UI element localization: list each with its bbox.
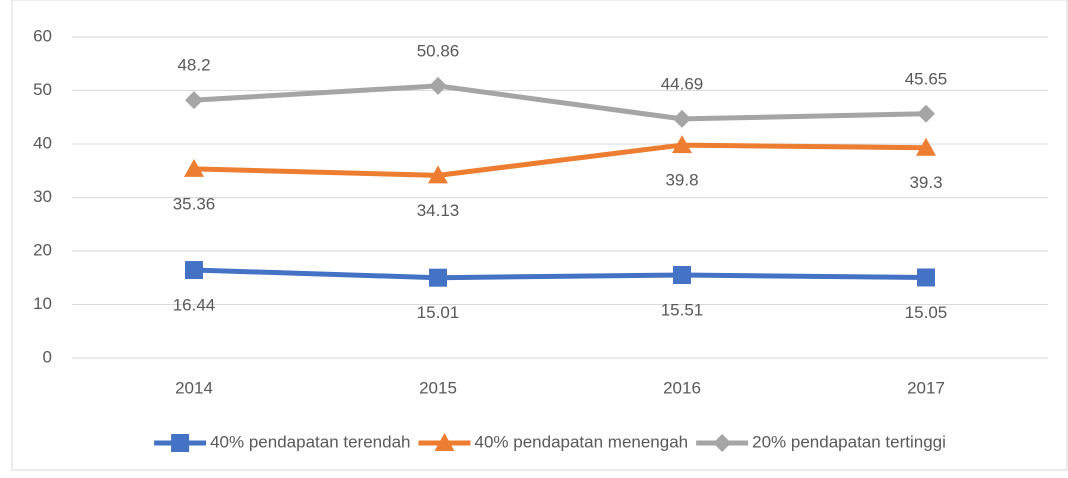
data-label: 39.8 (665, 171, 698, 190)
data-point (428, 165, 448, 184)
legend-marker (171, 434, 190, 452)
data-label: 15.05 (905, 303, 948, 322)
data-label: 45.65 (905, 69, 948, 88)
y-tick-label: 30 (33, 187, 52, 206)
data-point (917, 268, 935, 287)
y-tick-label: 60 (33, 26, 52, 45)
data-label: 39.3 (909, 173, 942, 192)
x-tick-label: 2014 (175, 378, 213, 397)
x-tick-label: 2016 (663, 378, 701, 397)
data-point (673, 266, 691, 285)
legend-label: 20% pendapatan tertinggi (752, 432, 946, 451)
data-point (429, 268, 447, 287)
data-point (185, 261, 203, 280)
data-point (917, 104, 935, 123)
data-point (673, 109, 691, 128)
legend-label: 40% pendapatan menengah (475, 432, 689, 451)
data-label: 15.51 (661, 301, 704, 320)
data-label: 44.69 (661, 74, 704, 93)
data-label: 16.44 (173, 296, 216, 315)
data-label: 35.36 (173, 194, 216, 213)
data-point (672, 135, 692, 154)
data-label: 34.13 (417, 201, 460, 220)
series-line (193, 142, 927, 178)
data-point (429, 76, 447, 95)
legend-label: 40% pendapatan terendah (210, 432, 410, 451)
y-tick-label: 20 (33, 240, 52, 259)
data-point (916, 137, 936, 156)
y-tick-label: 0 (43, 347, 52, 366)
data-point (185, 91, 203, 110)
data-label: 15.01 (417, 303, 460, 322)
legend-marker (713, 434, 732, 452)
x-tick-label: 2017 (907, 378, 945, 397)
x-tick-label: 2015 (419, 378, 457, 397)
legend-marker (434, 433, 455, 451)
data-label: 48.2 (177, 56, 210, 75)
data-point (184, 158, 204, 177)
series-line (193, 267, 927, 281)
data-label: 50.86 (417, 41, 460, 60)
chart-frame (11, 0, 1068, 471)
y-tick-label: 10 (33, 294, 52, 313)
series-line (193, 83, 927, 122)
y-tick-label: 40 (33, 133, 52, 152)
y-tick-label: 50 (33, 80, 52, 99)
